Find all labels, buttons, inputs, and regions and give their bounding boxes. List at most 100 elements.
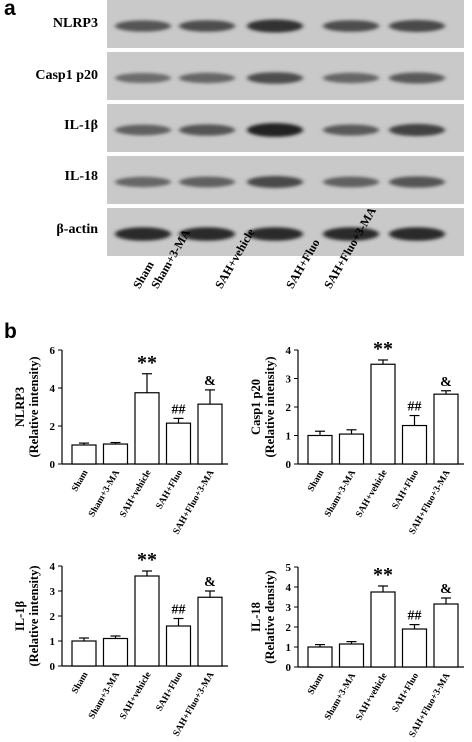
bar [134,392,160,465]
y-tick-label: 4 [50,561,56,573]
bar [307,646,333,668]
y-tick-label: 0 [286,459,292,471]
blot-band [115,227,171,241]
y-tick-label: 2 [50,611,56,623]
y-tick-label: 2 [286,622,292,634]
y-tick-label: 4 [286,345,292,357]
significance-mark: ** [137,352,157,374]
y-axis-label: Casp1 p20(Relative intensity) [249,356,277,457]
blot-band [115,72,171,84]
bar [370,363,396,465]
y-tick-label: 4 [286,582,292,594]
blot-label-il18: IL-18 [64,169,98,184]
x-tick-label: Sham [306,468,326,493]
bar [197,403,223,465]
x-tick-label: SAH+vehicle [118,469,153,520]
significance-mark: ## [408,400,422,415]
blot-band [179,176,235,188]
blot-band [389,20,445,32]
y-tick-label: 1 [286,431,292,443]
x-tick-label: Sham+3-MA [87,670,122,720]
x-tick-label: Sham [70,468,90,493]
significance-mark: & [440,582,452,597]
blot-band [323,124,379,136]
y-tick-label: 1 [286,642,292,654]
x-tick-label: SAH+vehicle [354,672,389,723]
bar [71,640,97,667]
y-tick-label: 6 [50,345,56,357]
blot-band [247,123,303,137]
x-tick-label: SAH+Fluo [155,670,185,713]
bar [197,596,223,667]
y-tick-label: 5 [286,562,292,574]
y-tick-label: 3 [286,374,292,386]
y-tick-label: 0 [286,662,292,674]
chart-il18: 0 1 2 3 4 5 IL-18(Relative density) ShamSham+3-… [249,562,464,739]
x-tick-label: SAH+Fluo [155,468,185,511]
bar [338,643,365,668]
blot-band [389,123,445,137]
significance-mark: & [204,374,216,389]
bar [102,637,129,667]
blot-band [115,20,171,32]
chart-nlrp3: 0 2 4 6 NLRP3(Relative intensity) ShamSham+3-… [13,345,228,536]
x-tick-label: Sham+3-MA [323,671,358,721]
blot-band [247,72,303,84]
bar [401,628,428,668]
x-tick-label: Sham+3-MA [323,468,358,518]
blot-band [115,176,171,188]
significance-mark: ## [408,609,422,624]
x-tick-label: SAH+Fluo [391,671,421,714]
blot-band [323,176,379,188]
bar [370,591,396,668]
blot-band [179,227,235,241]
x-tick-label: Sham [306,671,326,696]
blot-band [323,227,379,241]
y-tick-label: 3 [286,602,292,614]
y-tick-label: 1 [50,636,56,648]
blot-label-casp1: Casp1 p20 [35,68,98,83]
bar [433,393,459,465]
y-tick-label: 2 [286,402,292,414]
bar [307,434,333,465]
blot-band [247,227,303,241]
panel-a-letter: a [4,0,16,20]
bar [433,603,459,668]
blot-band [389,227,445,241]
y-axis-label: IL-1β(Relative intensity) [13,565,41,666]
blot-band [179,124,235,136]
significance-mark: ## [172,402,186,417]
bar [71,444,97,465]
blot-band [389,176,445,188]
x-tick-label: SAH+Fluo [391,468,421,511]
blot-band [247,176,303,188]
chart-casp1: 0 1 2 3 4 Casp1 p20(Relative intensity) ShamSh… [249,340,464,536]
x-tick-label: SAH+vehicle [354,469,389,520]
y-axis-label: NLRP3(Relative intensity) [13,356,41,457]
significance-mark: ** [373,564,393,586]
y-tick-label: 4 [50,383,56,395]
significance-mark: & [204,575,216,590]
blot-band [179,72,235,84]
significance-mark: ** [373,340,393,360]
blot-band [323,72,379,84]
significance-mark: & [440,375,452,390]
bar [165,422,192,465]
bar [134,575,160,667]
y-tick-label: 3 [50,586,56,598]
blot-band [247,19,303,33]
bar [401,424,428,465]
bar [165,625,192,667]
blot-label-actin: β-actin [56,222,98,237]
blot-band [323,20,379,32]
blot-label-il1b: IL-1β [64,118,98,133]
x-tick-label: SAH+vehicle [118,671,153,722]
blot-band [389,72,445,84]
bar [102,443,129,465]
panel-b-letter: b [4,320,17,343]
western-blot-image [107,0,464,256]
x-tick-label: Sham [70,670,90,695]
bar [338,433,365,465]
y-tick-label: 2 [50,421,56,433]
